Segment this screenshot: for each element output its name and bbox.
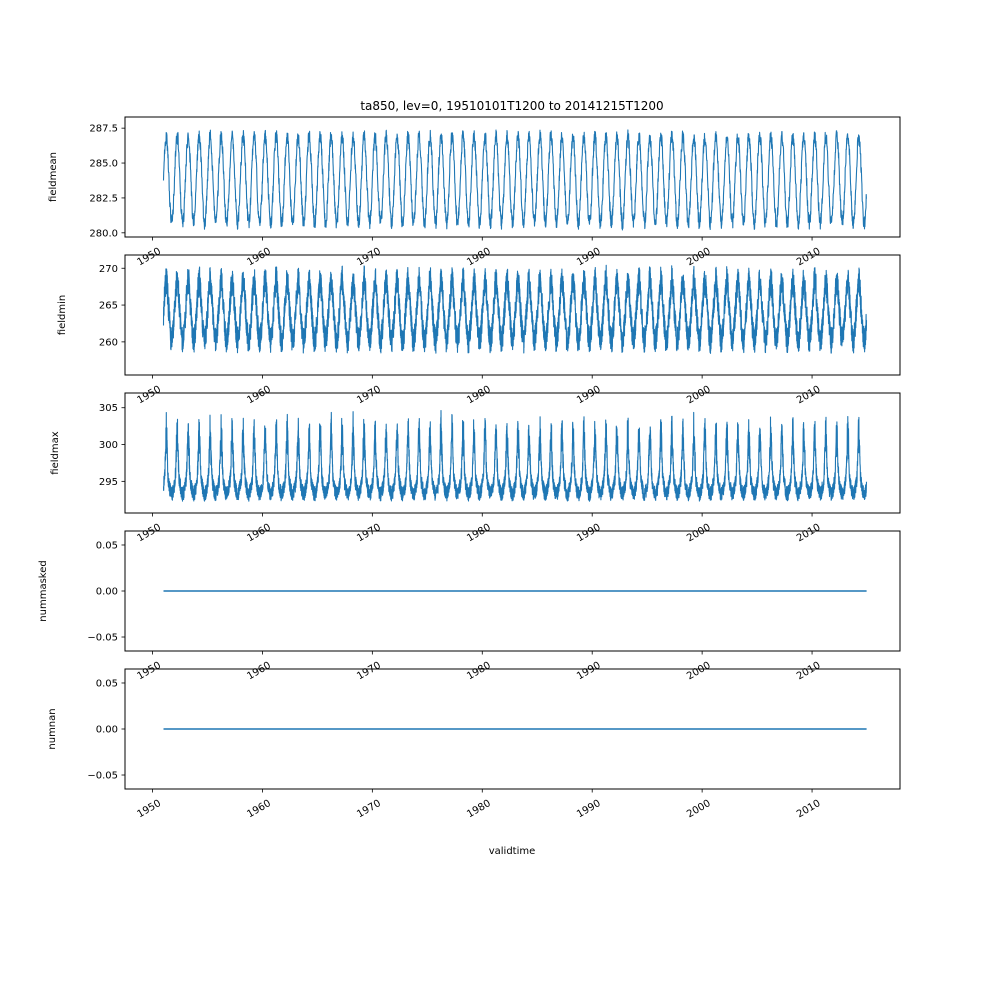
axes-spines [124, 254, 901, 376]
xtick-label: 1990 [575, 384, 603, 406]
xtick-label: 1970 [355, 660, 383, 682]
xtick-label: 1960 [245, 522, 273, 544]
xtick-label: 1970 [355, 798, 383, 820]
xtick-label: 1950 [135, 522, 163, 544]
xtick-label: 2010 [795, 384, 823, 406]
subplot-numnan: −0.05 0.00 0.05 1950 1960 1970 1980 1990 2000 201… [87, 668, 901, 820]
ytick-label: 0.00 [96, 587, 118, 598]
series-line-fieldmax [162, 409, 868, 502]
xtick-label: 1950 [135, 246, 163, 268]
ytick-label: 295 [99, 477, 118, 488]
xtick-label: 1980 [465, 660, 493, 682]
subplot-fieldmin: 260 265 270 1950 1960 1970 1980 1990 2000 2010 [99, 254, 901, 406]
ytick-label: 285.0 [89, 159, 118, 170]
subplot-fieldmax: 295 300 305 1950 1960 1970 1980 1990 2000 2010 [99, 392, 901, 544]
xtick-label: 2000 [685, 522, 713, 544]
figure-title: ta850, lev=0, 19510101T1200 to 20141215T… [360, 99, 663, 113]
xtick-label: 1950 [135, 384, 163, 406]
series-line-fieldmin [162, 264, 868, 354]
xtick-label: 1950 [135, 798, 163, 820]
axes-spines [124, 392, 901, 514]
xtick-label: 1980 [465, 798, 493, 820]
ytick-label: 305 [99, 403, 118, 414]
subplots-group: 280.0 282.5 285.0 287.5 1950 1960 1970 1980 1990… [87, 116, 901, 820]
ytick-label: −0.05 [87, 633, 118, 644]
subplot-nummasked: −0.05 0.00 0.05 1950 1960 1970 1980 1990 2000 201… [87, 530, 901, 682]
ytick-label: 280.0 [89, 228, 118, 239]
ylabel-fieldmean: fieldmean [48, 152, 59, 202]
xtick-label: 1960 [245, 246, 273, 268]
x-axis-label: validtime [489, 846, 536, 857]
ytick-label: 0.05 [96, 540, 118, 551]
xtick-label: 1970 [355, 384, 383, 406]
xtick-label: 1970 [355, 246, 383, 268]
xtick-label: 1990 [575, 246, 603, 268]
ytick-label: 260 [99, 337, 118, 348]
xtick-label: 1960 [245, 798, 273, 820]
ytick-label: 0.05 [96, 678, 118, 689]
ytick-label: 265 [99, 301, 118, 312]
xtick-label: 1990 [575, 522, 603, 544]
xtick-label: 2010 [795, 660, 823, 682]
xtick-label: 1980 [465, 246, 493, 268]
series-line-fieldmean [162, 129, 867, 231]
ylabel-fieldmax: fieldmax [50, 431, 61, 474]
xtick-label: 2010 [795, 798, 823, 820]
xtick-label: 1980 [465, 522, 493, 544]
xtick-label: 1980 [465, 384, 493, 406]
ytick-label: −0.05 [87, 771, 118, 782]
ytick-label: 0.00 [96, 725, 118, 736]
xtick-label: 1990 [575, 660, 603, 682]
xtick-label: 1960 [245, 384, 273, 406]
axes-spines [124, 116, 901, 238]
ylabel-fieldmin: fieldmin [57, 295, 68, 335]
xtick-label: 1990 [575, 798, 603, 820]
xtick-label: 2000 [685, 660, 713, 682]
xtick-label: 2010 [795, 246, 823, 268]
xtick-label: 2000 [685, 798, 713, 820]
xtick-label: 2010 [795, 522, 823, 544]
ytick-label: 270 [99, 264, 118, 275]
ytick-label: 287.5 [89, 124, 118, 135]
xtick-label: 2000 [685, 384, 713, 406]
subplot-fieldmean: 280.0 282.5 285.0 287.5 1950 1960 1970 1980 1990… [89, 116, 901, 268]
ytick-label: 282.5 [89, 193, 118, 204]
xtick-label: 1950 [135, 660, 163, 682]
ylabel-nummasked: nummasked [38, 560, 49, 621]
xtick-label: 1960 [245, 660, 273, 682]
xtick-label: 1970 [355, 522, 383, 544]
ytick-label: 300 [99, 440, 118, 451]
ylabel-numnan: numnan [47, 708, 58, 749]
xtick-label: 2000 [685, 246, 713, 268]
